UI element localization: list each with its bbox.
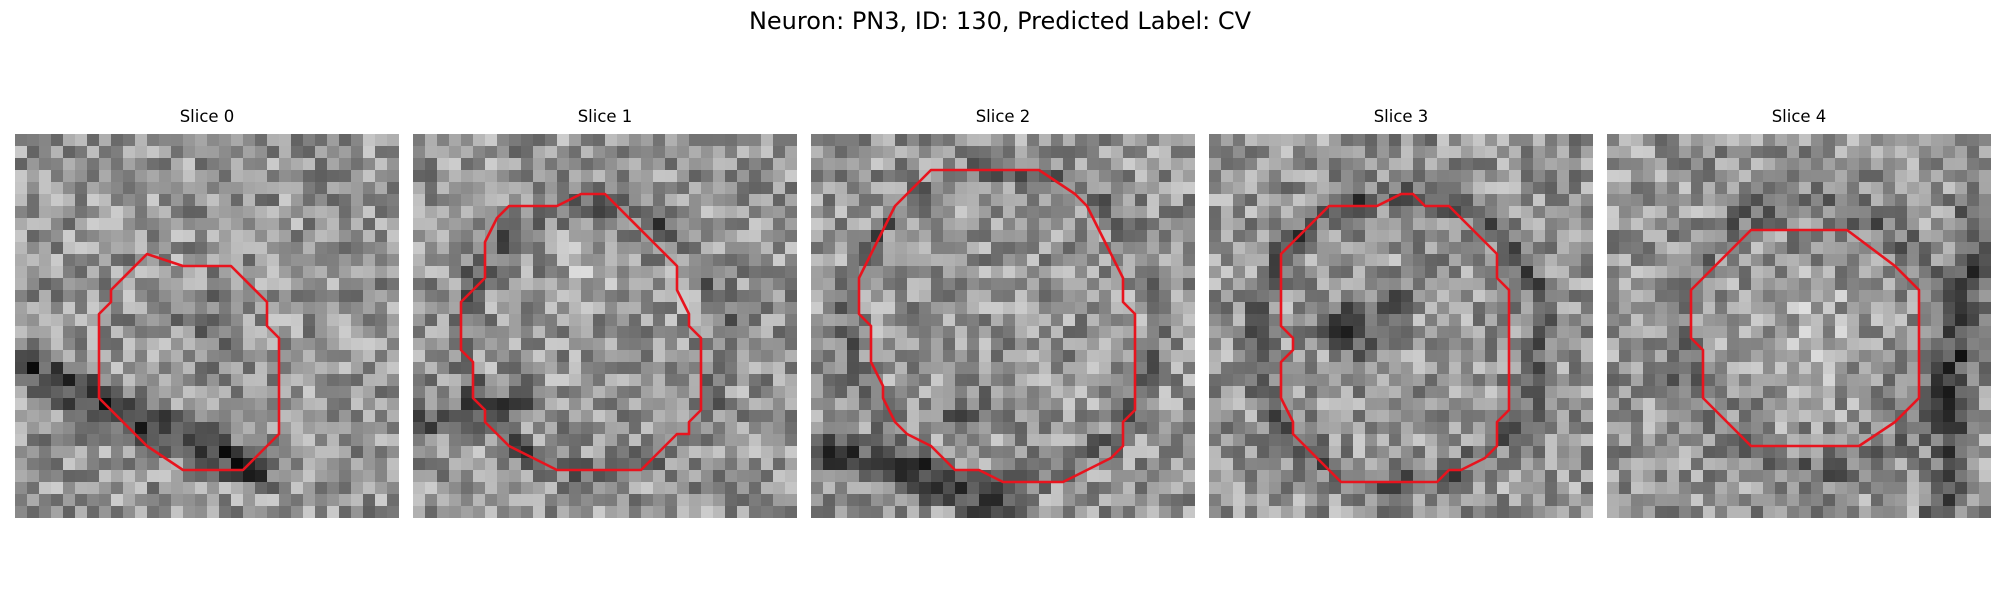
slice-title-1: Slice 1 <box>577 107 633 126</box>
slice-image-3 <box>1209 134 1593 518</box>
roi-contour <box>97 252 281 472</box>
slice-svg-3 <box>1209 134 1593 518</box>
roi-contour <box>459 192 703 472</box>
slice-title-0: Slice 0 <box>179 107 235 126</box>
micrograph-pixels <box>413 134 797 518</box>
slice-image-0 <box>15 134 399 518</box>
roi-contour <box>857 168 1137 484</box>
micrograph-pixels <box>811 134 1195 518</box>
slice-svg-0 <box>15 134 399 518</box>
slice-title-3: Slice 3 <box>1373 107 1429 126</box>
slice-title-4: Slice 4 <box>1771 107 1827 126</box>
slice-title-2: Slice 2 <box>975 107 1031 126</box>
micrograph-pixels <box>1607 134 1991 518</box>
slice-image-1 <box>413 134 797 518</box>
slice-svg-1 <box>413 134 797 518</box>
micrograph-pixels <box>1209 134 1593 518</box>
slice-svg-4 <box>1607 134 1991 518</box>
slice-svg-2 <box>811 134 1195 518</box>
slice-image-2 <box>811 134 1195 518</box>
slice-image-4 <box>1607 134 1991 518</box>
roi-contour <box>1279 192 1511 484</box>
roi-contour <box>1689 228 1921 448</box>
figure-title: Neuron: PN3, ID: 130, Predicted Label: C… <box>748 7 1252 35</box>
micrograph-pixels <box>15 134 399 518</box>
